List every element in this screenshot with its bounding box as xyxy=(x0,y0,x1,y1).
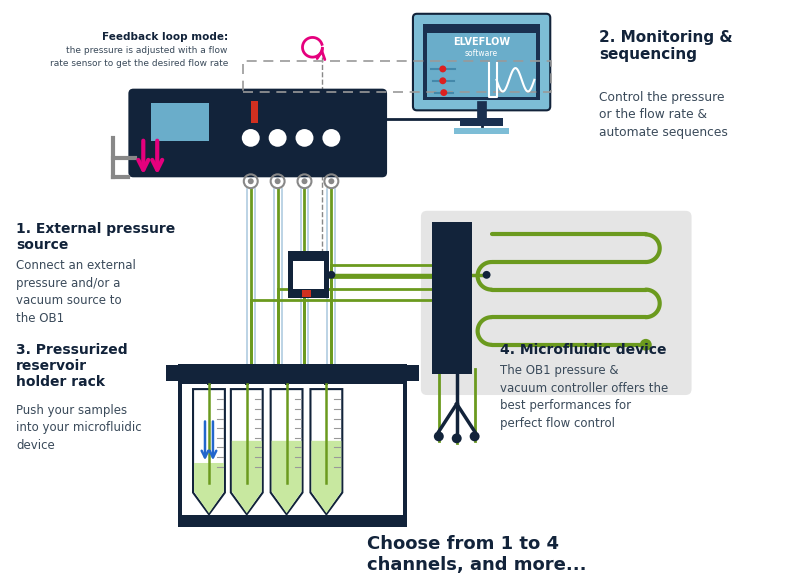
FancyBboxPatch shape xyxy=(128,89,387,177)
Text: Connect an external
pressure and/or a
vacuum source to
the OB1: Connect an external pressure and/or a va… xyxy=(16,259,136,325)
Polygon shape xyxy=(311,441,342,513)
Bar xyxy=(166,366,178,381)
Polygon shape xyxy=(194,463,224,513)
Polygon shape xyxy=(310,389,342,514)
Bar xyxy=(207,377,211,385)
Text: The OB1 pressure &
vacuum controller offers the
best performances for
perfect fl: The OB1 pressure & vacuum controller off… xyxy=(499,364,668,430)
Circle shape xyxy=(322,129,340,147)
Text: 3. Pressurized
reservoir
holder rack: 3. Pressurized reservoir holder rack xyxy=(16,343,127,389)
Bar xyxy=(178,364,407,384)
Circle shape xyxy=(470,431,480,441)
Bar xyxy=(182,376,403,507)
Bar xyxy=(302,290,311,297)
FancyBboxPatch shape xyxy=(413,14,550,110)
Bar xyxy=(403,384,407,527)
Circle shape xyxy=(295,129,314,147)
Circle shape xyxy=(248,178,254,184)
Bar xyxy=(423,24,540,100)
Text: ELVEFLOW: ELVEFLOW xyxy=(453,37,510,47)
Bar xyxy=(287,251,330,298)
Bar xyxy=(407,366,419,381)
Text: Choose from 1 to 4
channels, and more...: Choose from 1 to 4 channels, and more... xyxy=(367,535,586,574)
Text: software: software xyxy=(465,49,498,58)
Circle shape xyxy=(302,178,307,184)
Polygon shape xyxy=(272,441,302,513)
Text: Push your samples
into your microfluidic
device: Push your samples into your microfluidic… xyxy=(16,404,142,452)
Text: 4. Microfluidic device: 4. Microfluidic device xyxy=(499,343,666,357)
Text: Feedback loop mode:: Feedback loop mode: xyxy=(102,33,228,43)
Polygon shape xyxy=(232,441,262,513)
Bar xyxy=(285,377,289,385)
Text: the pressure is adjusted with a flow
rate sensor to get the desired flow rate: the pressure is adjusted with a flow rat… xyxy=(50,47,228,68)
Circle shape xyxy=(482,271,490,279)
Text: Control the pressure
or the flow rate &
automate sequences: Control the pressure or the flow rate & … xyxy=(599,90,728,139)
Circle shape xyxy=(327,271,335,279)
Circle shape xyxy=(439,78,446,84)
Bar xyxy=(460,118,503,126)
Circle shape xyxy=(269,129,286,147)
Bar xyxy=(250,101,258,123)
Circle shape xyxy=(274,178,281,184)
Bar xyxy=(293,261,324,289)
Circle shape xyxy=(242,129,260,147)
Circle shape xyxy=(434,431,444,441)
Polygon shape xyxy=(270,389,302,514)
Circle shape xyxy=(640,339,652,351)
Polygon shape xyxy=(193,389,225,514)
Bar xyxy=(454,128,510,134)
FancyBboxPatch shape xyxy=(421,211,691,395)
Text: 2. Monitoring &
sequencing: 2. Monitoring & sequencing xyxy=(599,30,733,62)
Polygon shape xyxy=(231,389,262,514)
Circle shape xyxy=(440,89,447,96)
Bar xyxy=(178,384,182,527)
Bar xyxy=(432,222,472,374)
Bar xyxy=(427,33,536,97)
Circle shape xyxy=(328,178,334,184)
Text: 1. External pressure
source: 1. External pressure source xyxy=(16,222,175,252)
Bar xyxy=(245,377,249,385)
Bar xyxy=(151,103,209,141)
Circle shape xyxy=(439,65,446,72)
Circle shape xyxy=(452,433,462,443)
Bar xyxy=(324,377,328,385)
Bar xyxy=(178,515,407,527)
Bar xyxy=(243,61,551,92)
